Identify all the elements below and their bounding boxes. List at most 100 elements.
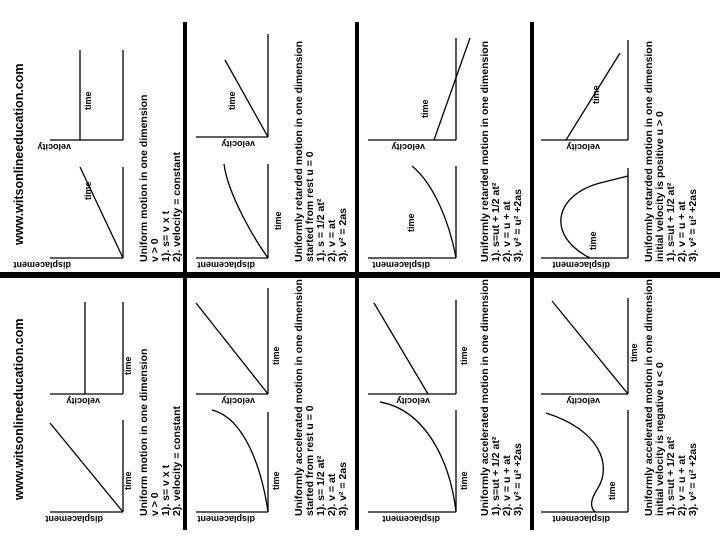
desc-line-2: 1). s=ut + 1/2 at² [665, 436, 677, 516]
desc-line-0: Uniform motion in one dimension [138, 95, 150, 262]
disp-time-label: time [83, 181, 93, 200]
desc-line-4: 3). v² = u² +2as [687, 189, 699, 262]
vel-label: velocity [221, 396, 255, 406]
disp-time-label: time [459, 471, 469, 490]
desc-line-3: 2). v = at [326, 219, 338, 262]
desc-line-0: Uniformly accelerated motion in one dime… [643, 279, 655, 516]
vel-label: velocity [396, 396, 430, 406]
disp-curve [411, 165, 457, 259]
desc-line-3: 3). v² = u² +2as [512, 443, 524, 516]
disp-label: displacement [45, 514, 103, 524]
panel-top-1 [50, 50, 124, 259]
desc-line-2: 1). s = 1/2 at² [315, 198, 327, 262]
disp-time-label: time [123, 471, 133, 490]
disp-time-label: time [607, 481, 617, 500]
vel-curve [551, 300, 629, 395]
desc-line-4: 3). v² = u² +2as [687, 443, 699, 516]
panel-top-2 [196, 34, 269, 259]
panel-top-4-text: displacement time velocity time Uniforml… [552, 41, 699, 270]
desc-line-0: Uniformly retarded motion in one dimensi… [479, 41, 491, 262]
panel-top-2-text: displacement time velocity time Uniforml… [197, 41, 349, 270]
panel-bottom-3 [368, 300, 457, 513]
disp-label: displacement [382, 514, 440, 524]
vel-label: velocity [391, 142, 425, 152]
website-top: www.witsonlineeducation.com [12, 63, 26, 246]
disp-curve [49, 422, 124, 513]
desc-line-0: Uniform motion in one dimension [138, 349, 150, 516]
disp-label: displacement [372, 260, 430, 270]
vel-label: velocity [37, 142, 71, 152]
desc-line-4: 3). v² = 2as [337, 208, 349, 262]
panel-bottom-2 [195, 288, 269, 513]
vel-time-label: time [591, 85, 601, 104]
desc-line-1: v > 0 [149, 492, 161, 516]
disp-time-label: time [588, 231, 598, 250]
disp-time-label: time [406, 213, 416, 232]
desc-line-3: 2). v = at [326, 473, 338, 516]
vel-time-label: time [629, 343, 639, 362]
vel-curve [373, 302, 429, 395]
vel-time-label: time [459, 346, 469, 365]
disp-curve [223, 163, 269, 259]
desc-line-1: initial velocity is positive u > 0 [654, 111, 666, 262]
vel-label: velocity [566, 396, 600, 406]
panel-top-3 [368, 37, 471, 259]
desc-line-1: started from rest u = 0 [304, 151, 316, 262]
panel-top-1-text: displacement time velocity time Uniform … [13, 91, 183, 270]
panel-bottom-3-text: displacement time velocity time Uniforml… [382, 279, 524, 524]
panel-bottom-4-text: displacement time velocity time Uniforml… [552, 279, 699, 524]
desc-line-2: 1). s= v x t [160, 464, 172, 516]
disp-time-label: time [271, 471, 281, 490]
vel-label: velocity [221, 139, 255, 149]
disp-curve [379, 401, 457, 513]
panel-top-4 [541, 40, 629, 259]
desc-line-0: Uniformly accelerated motion in one dime… [479, 279, 491, 516]
desc-line-3: 2). v = u + at [676, 201, 688, 262]
desc-line-0: Uniformly retarded motion in one dimensi… [643, 41, 655, 262]
panel-bottom-1 [49, 302, 124, 513]
desc-line-3: 3). v² = u² +2as [512, 189, 524, 262]
disp-label: displacement [13, 260, 71, 270]
desc-line-3: 2). velocity = constant [171, 152, 183, 262]
vel-time-label: time [227, 91, 237, 110]
desc-line-1: 1). s=ut + 1/2 at² [490, 436, 502, 516]
disp-label: displacement [197, 514, 255, 524]
desc-line-2: 2). v = u + at [501, 201, 513, 262]
panel-top-3-text: displacement time velocity time Uniforml… [372, 41, 524, 270]
vel-label: velocity [566, 142, 600, 152]
panel-bottom-1-text: displacement time velocity time Uniform … [45, 349, 183, 524]
vel-curve [433, 37, 471, 141]
desc-line-1: v > 0 [149, 238, 161, 262]
vel-curve [224, 59, 269, 138]
desc-line-2: 1). s= 1/2 at² [315, 455, 327, 516]
vel-time-label: time [420, 99, 430, 118]
desc-line-2: 2). v = u + at [501, 455, 513, 516]
vel-label: velocity [66, 396, 100, 406]
disp-label: displacement [552, 260, 610, 270]
desc-line-1: initial velocity is negative u < 0 [654, 362, 666, 516]
disp-time-label: time [273, 211, 283, 230]
disp-label: displacement [552, 514, 610, 524]
desc-line-1: 1). s=ut + 1/2 at² [490, 182, 502, 262]
panel-bottom-4 [541, 298, 629, 513]
vel-curve [195, 302, 269, 395]
desc-line-3: 2). velocity = constant [171, 406, 183, 516]
disp-curve [545, 412, 604, 513]
desc-line-1: started from rest u = 0 [304, 405, 316, 516]
vel-time-label: time [83, 91, 93, 110]
desc-line-0: Uniformly accelerated motion in one dime… [293, 279, 305, 516]
desc-line-2: 1). s=ut + 1/2 at² [665, 182, 677, 262]
vel-time-label: time [271, 346, 281, 365]
disp-label: displacement [197, 260, 255, 270]
disp-curve [79, 166, 124, 259]
desc-line-0: Uniformly retarded motion in one dimensi… [293, 41, 305, 262]
desc-line-2: 1). s= v x t [160, 210, 172, 262]
website-bottom: www.witsonlineeducation.com [12, 318, 26, 501]
vel-time-label: time [123, 356, 133, 375]
panel-dividers [0, 22, 720, 530]
disp-curve [211, 409, 269, 513]
vel-curve [565, 52, 621, 141]
desc-line-3: 2). v = u + at [676, 455, 688, 516]
disp-curve [560, 175, 629, 259]
